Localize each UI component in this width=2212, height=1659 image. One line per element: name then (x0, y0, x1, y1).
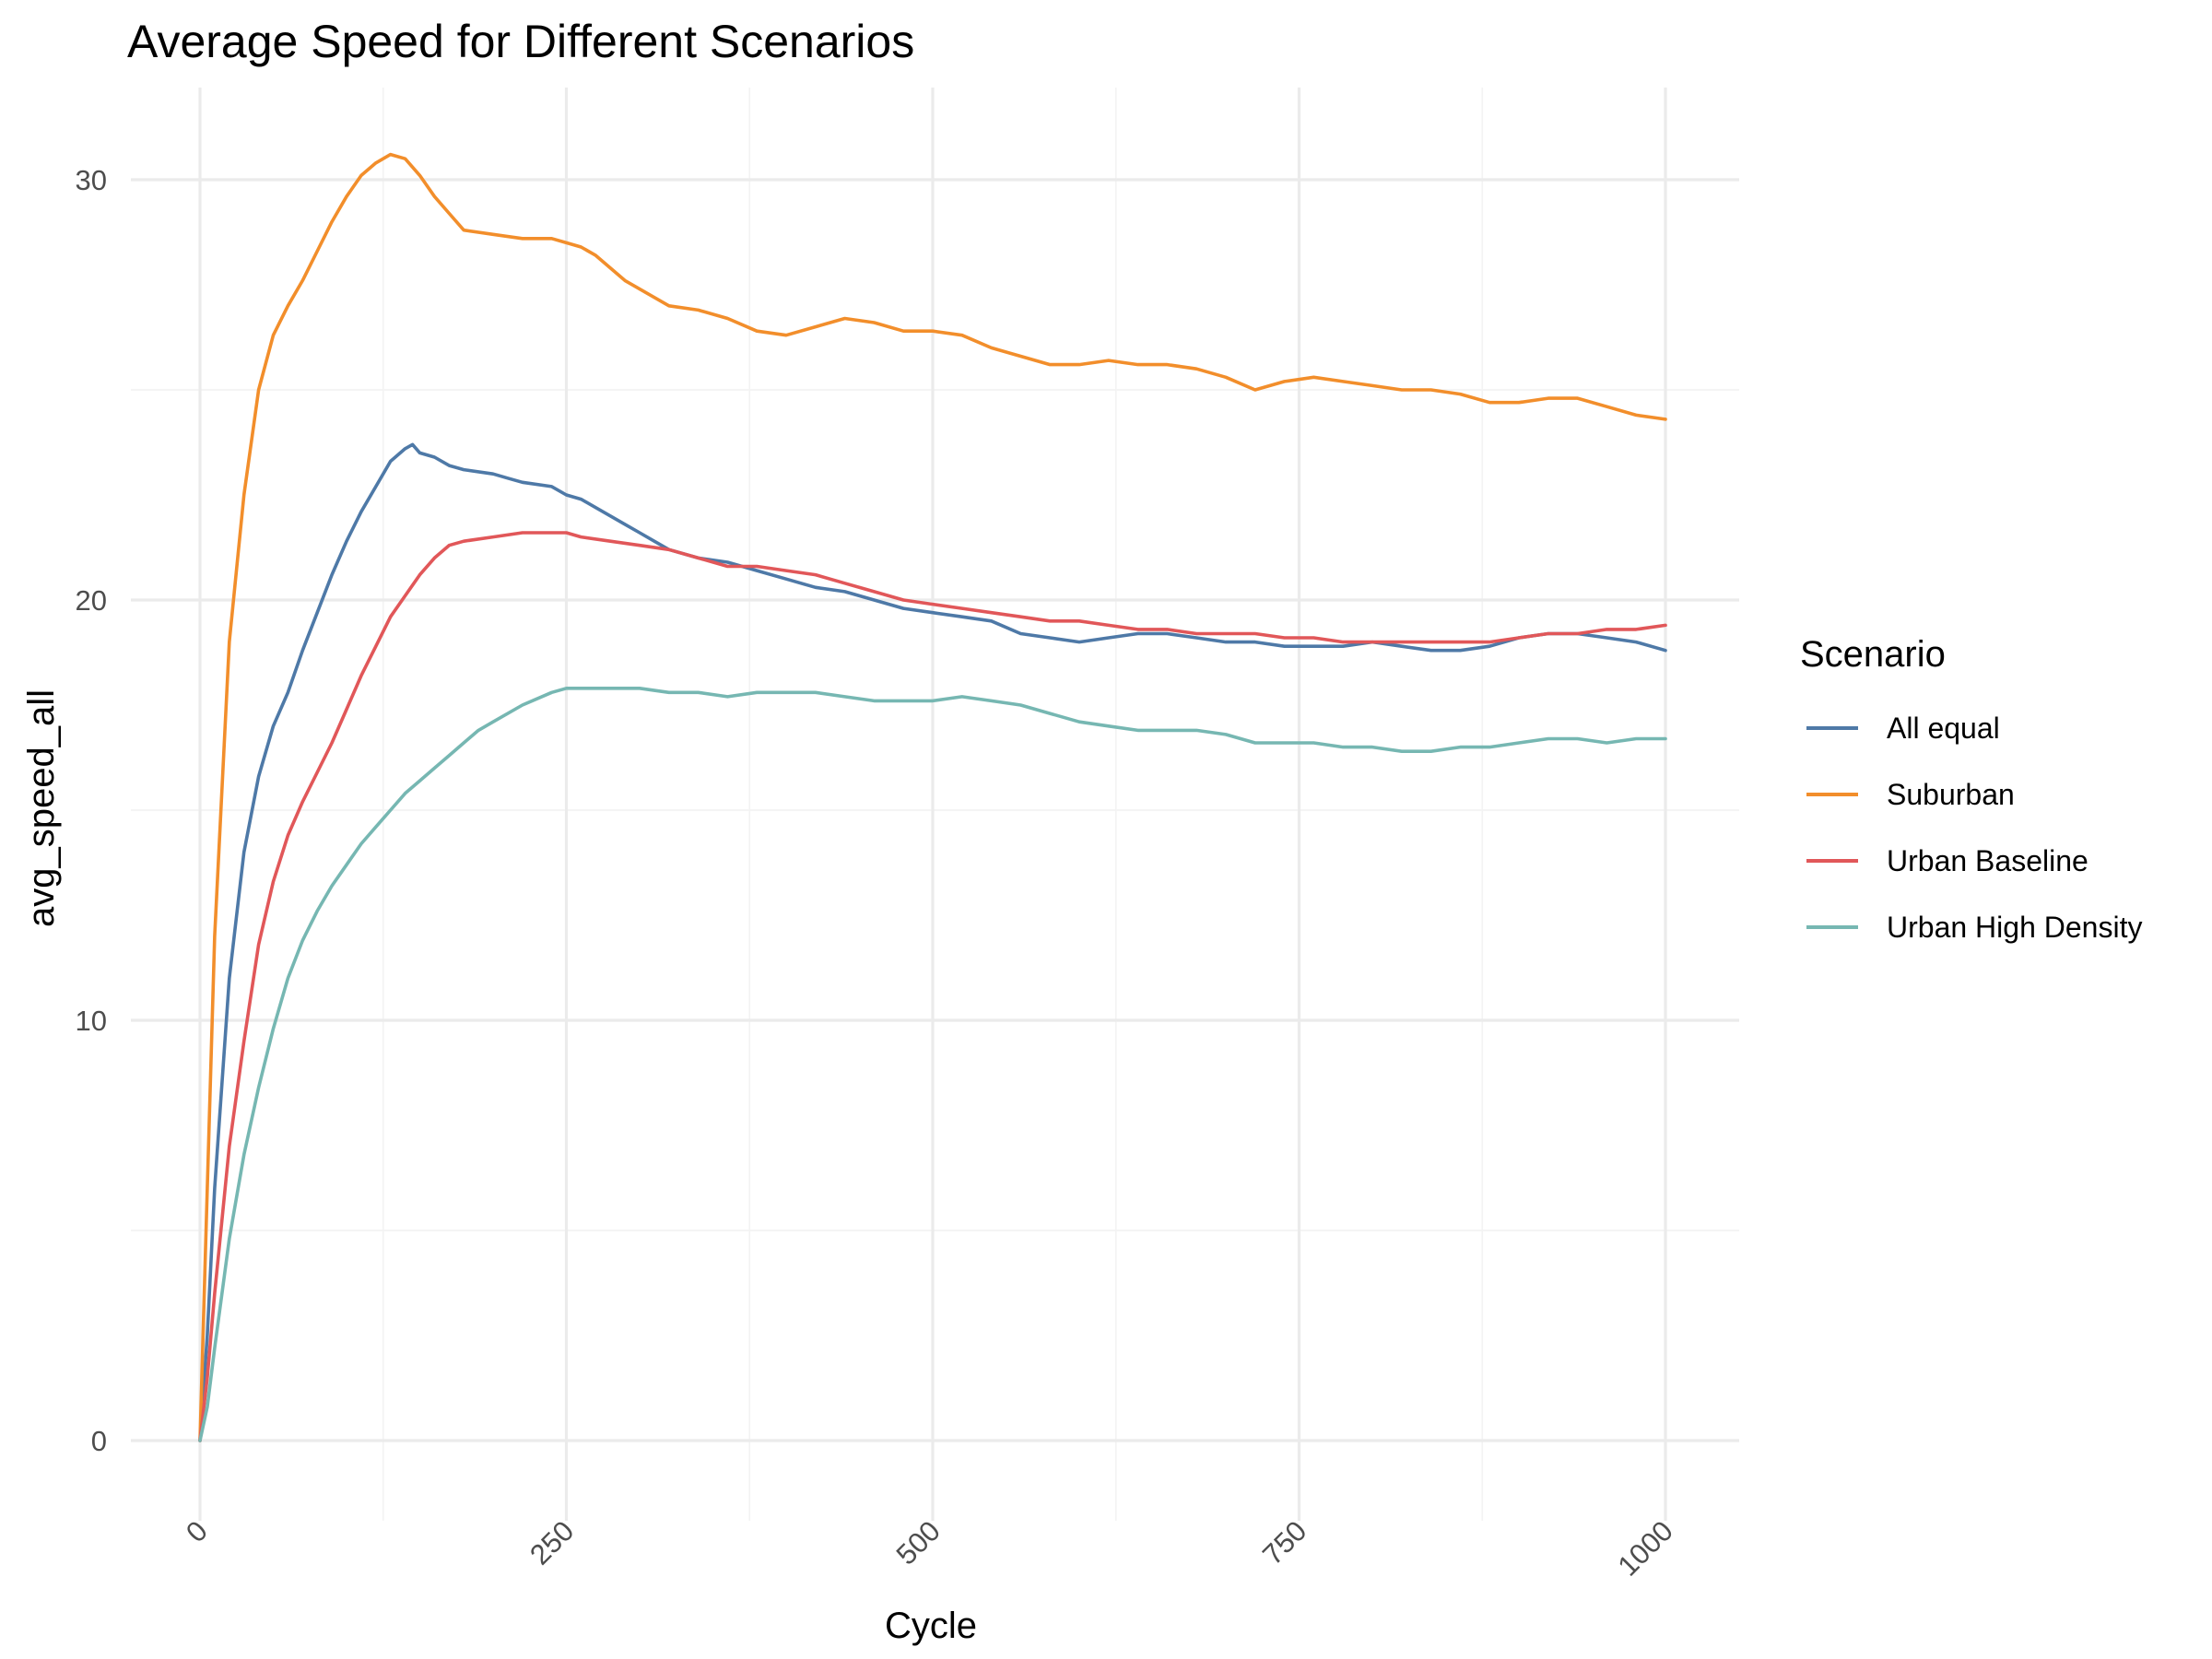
legend-label-suburban: Suburban (1887, 778, 2015, 811)
y-tick-label: 30 (76, 164, 107, 196)
legend-items: All equal Suburban Urban Baseline Urban Hig… (1806, 712, 2142, 944)
series-line-urban-baseline (198, 531, 1667, 1442)
x-tick-label: 1000 (1611, 1514, 1679, 1583)
x-tick-label: 0 (180, 1514, 214, 1548)
y-axis-title: avg_speed_all (21, 689, 62, 927)
grid (131, 88, 1739, 1521)
x-tick-label: 250 (524, 1514, 580, 1571)
x-axis-ticks: 0 250 500 750 1000 (180, 1514, 1679, 1583)
series-lines (198, 152, 1667, 1442)
y-tick-label: 0 (91, 1425, 107, 1457)
legend-label-urban-high-density: Urban High Density (1887, 911, 2142, 944)
legend-title: Scenario (1800, 634, 1946, 675)
x-tick-label: 500 (890, 1514, 947, 1571)
chart-title: Average Speed for Different Scenarios (127, 16, 914, 67)
y-tick-label: 20 (76, 584, 107, 617)
x-axis-title: Cycle (885, 1606, 977, 1646)
legend-label-all-equal: All equal (1887, 712, 2000, 745)
legend: Scenario All equal Suburban Urban Baseline… (1800, 634, 2142, 944)
series-line-suburban (198, 152, 1667, 1442)
y-tick-label: 10 (76, 1005, 107, 1037)
series-line-urban-high-density (198, 687, 1667, 1442)
x-tick-label: 750 (1256, 1514, 1312, 1571)
y-axis-ticks: 0 10 20 30 (76, 164, 107, 1457)
legend-label-urban-baseline: Urban Baseline (1887, 844, 2088, 877)
